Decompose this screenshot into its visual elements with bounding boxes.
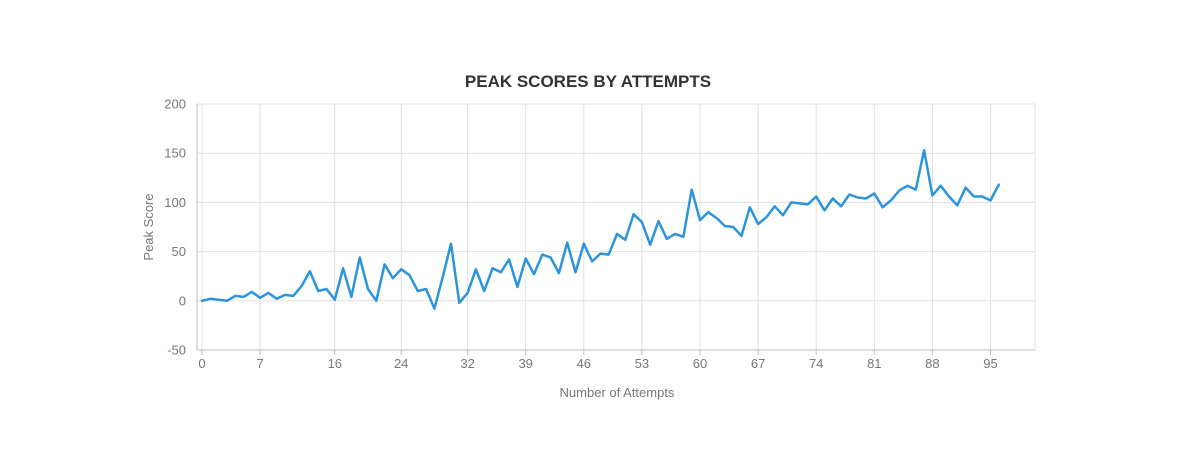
series-line [200,148,1001,310]
x-tick-label: 95 [983,356,997,371]
y-tick-label: 150 [164,146,186,161]
x-tick-label: 60 [693,356,707,371]
x-tick-label: 32 [460,356,474,371]
chart-title: PEAK SCORES BY ATTEMPTS [465,72,711,91]
x-tick-label: 16 [328,356,342,371]
y-tick-label: 200 [164,97,186,112]
x-tick-label: 74 [809,356,823,371]
y-tick-label: 100 [164,195,186,210]
x-tick-label: 88 [925,356,939,371]
x-tick-label: 0 [198,356,205,371]
x-tick-label: 67 [751,356,765,371]
y-axis-label: Peak Score [141,193,156,260]
x-tick-label: 46 [577,356,591,371]
tick-labels: -50 0 50 100 150 200 0 7 16 24 32 39 46 53 60 67 74 81 88 9… [164,97,997,372]
x-tick-label: 7 [256,356,263,371]
axes [196,104,1035,355]
y-tick-label: 50 [172,244,186,259]
x-tick-label: 39 [518,356,532,371]
x-tick-label: 53 [635,356,649,371]
y-tick-label: 0 [179,293,186,308]
series [200,148,1001,310]
x-tick-label: 81 [867,356,881,371]
grid [197,103,1036,351]
y-tick-label: -50 [167,343,186,358]
x-axis-label: Number of Attempts [560,385,675,400]
x-tick-label: 24 [394,356,408,371]
